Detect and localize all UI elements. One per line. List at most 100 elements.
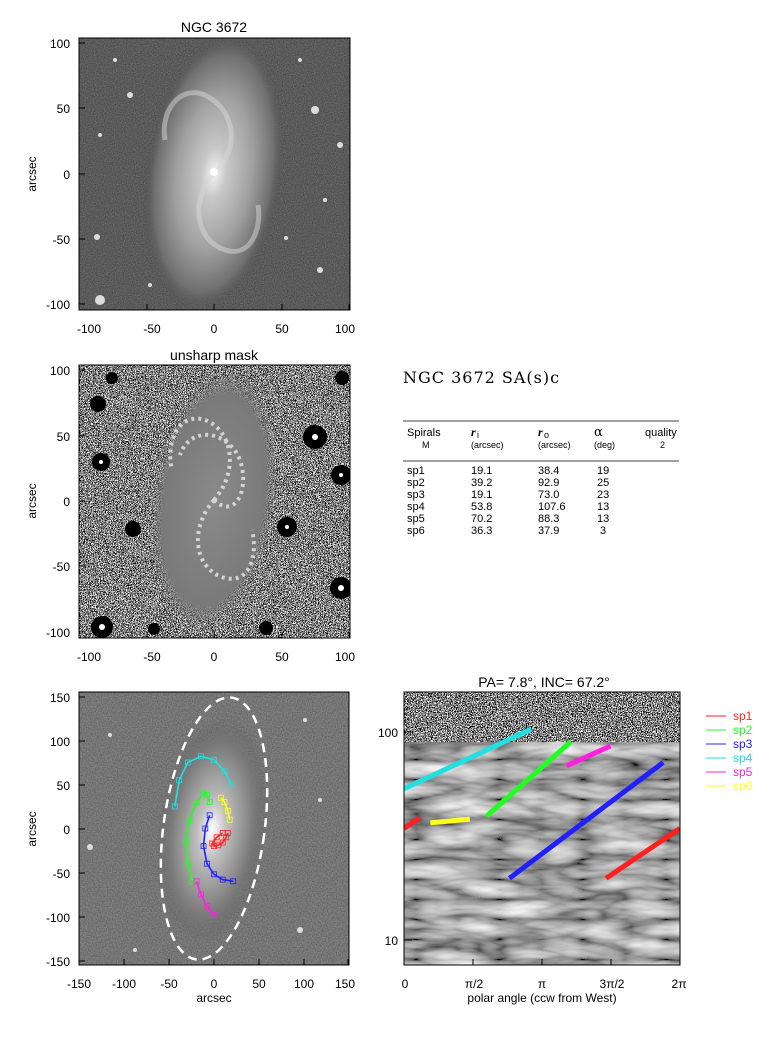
y-tick-label: -50	[53, 560, 71, 574]
header-ri: r	[471, 425, 476, 439]
row-name: sp2	[407, 477, 425, 489]
spiral-point-sp2	[183, 838, 190, 845]
row-ri: 36.3	[471, 525, 492, 537]
polar-line-sp3	[507, 760, 665, 881]
row-ro: 37.9	[538, 525, 559, 537]
deprojection-ellipse	[159, 696, 269, 961]
y-tick-label: 0	[63, 495, 70, 509]
spiral-point-sp3	[219, 876, 226, 883]
panel-galaxy-image: -100 -50 0 50 100 100 50 0 -50 -100 arcs…	[25, 19, 355, 336]
x-axis: -100 -50 0 50 100	[77, 304, 355, 336]
y-tick-label: 10	[385, 934, 399, 948]
row-alpha: 13	[597, 501, 609, 513]
spiral-point-sp3	[211, 871, 217, 878]
polar-line-sp2	[484, 739, 573, 819]
table-row: sp5 70.2 88.3 13	[407, 513, 609, 525]
row-ro: 88.3	[538, 513, 559, 525]
y-tick-label: 100	[378, 726, 398, 740]
panel-unsharp-mask: -100 -50 0 50 100 100 50 0 -50 -100 arcs…	[25, 347, 355, 664]
y-tick-label: -100	[46, 911, 70, 925]
x-tick-label: 0	[211, 650, 218, 664]
table-row: sp6 36.3 37.9 3	[407, 525, 606, 537]
galaxy-spiral-arm	[196, 171, 262, 254]
spiral-point-sp5	[198, 891, 204, 898]
y-tick-label: -50	[53, 867, 71, 881]
spiral-point-sp4	[184, 759, 191, 766]
x-tick-label: 100	[294, 977, 314, 991]
x-tick-label: 0	[211, 977, 218, 991]
y-tick-label: 150	[50, 691, 70, 705]
y-tick-label: -50	[53, 233, 71, 247]
table-body: sp1 19.1 38.4 19 sp2 39.2 92.9 25 sp3 19…	[407, 465, 609, 537]
y-axis: 150 100 50 0 -50 -100 -150 arcsec	[25, 691, 85, 969]
row-ro: 107.6	[538, 501, 566, 513]
spiral-point-sp2	[206, 799, 213, 805]
table-row: sp3 19.1 73.0 23	[407, 489, 609, 501]
y-axis: 100 10	[378, 726, 412, 948]
x-tick-label: 50	[275, 322, 289, 336]
polar-line-sp5	[565, 743, 612, 769]
spiral-point-sp1	[213, 834, 220, 841]
spiral-point-sp3	[200, 843, 207, 850]
y-tick-label: 100	[50, 735, 70, 749]
row-alpha: 25	[597, 477, 609, 489]
panel-title: unsharp mask	[170, 347, 259, 363]
x-tick-label: π	[538, 977, 546, 991]
spiral-point-sp2	[186, 816, 193, 823]
x-tick-label: 0	[211, 322, 218, 336]
x-tick-label: -100	[77, 650, 101, 664]
y-axis: 100 50 0 -50 -100 arcsec	[25, 364, 85, 640]
header-m: M	[422, 440, 430, 450]
panel-spiral-overlay: -150 -100 -50 0 50 100 150 arcsec 150 10…	[25, 691, 355, 1005]
overlay-stars	[87, 718, 322, 952]
spiral-point-sp2	[189, 878, 196, 885]
spiral-point-sp5	[211, 911, 217, 918]
row-alpha: 13	[597, 513, 609, 525]
spiral-point-sp4	[171, 803, 178, 810]
header-ro-unit: (arcsec)	[538, 440, 571, 450]
x-tick-label: -100	[112, 977, 136, 991]
x-tick-label: -50	[143, 650, 161, 664]
y-tick-label: 50	[57, 102, 71, 116]
y-tick-label: -100	[46, 626, 70, 640]
x-axis: 0 π/2 π 3π/2 2π polar angle (ccw from We…	[402, 959, 686, 1005]
legend-label-sp3: sp3	[733, 737, 753, 751]
row-ri: 39.2	[471, 477, 492, 489]
spiral-point-sp4	[211, 756, 217, 763]
header-quality: quality	[645, 427, 677, 439]
y-tick-label: 100	[50, 364, 70, 378]
y-tick-label: 0	[63, 823, 70, 837]
spiral-point-sp2	[184, 860, 191, 867]
spiral-point-sp2	[204, 792, 210, 798]
spiral-point-sp3	[230, 878, 237, 885]
x-tick-label: π/2	[465, 977, 484, 991]
legend-label-sp2: sp2	[733, 723, 753, 737]
table-row: sp2 39.2 92.9 25	[407, 477, 609, 489]
x-tick-label: -50	[160, 977, 178, 991]
y-tick-label: 50	[57, 779, 71, 793]
header-alpha-unit: (deg)	[594, 440, 615, 450]
foreground-stars	[94, 58, 343, 305]
row-name: sp3	[407, 489, 425, 501]
row-alpha: 19	[597, 465, 609, 477]
spiral-parameters-table: NGC 3672 SA(s)c Spirals M r i (arcsec) r…	[403, 368, 679, 537]
y-axis-label: arcsec	[25, 156, 39, 191]
y-tick-label: 100	[50, 37, 70, 51]
spiral-point-sp3	[206, 812, 213, 819]
spiral-point-sp2	[200, 790, 207, 797]
panel-polar-angle-plot: 0 π/2 π 3π/2 2π polar angle (ccw from We…	[378, 674, 687, 1005]
legend-label-sp1: sp1	[733, 709, 753, 723]
row-ri: 19.1	[471, 465, 492, 477]
table-row: sp4 53.8 107.6 13	[407, 501, 609, 513]
x-tick-label: 150	[335, 977, 355, 991]
x-tick-label: 50	[252, 977, 266, 991]
spiral-point-sp1	[215, 842, 222, 849]
row-name: sp1	[407, 465, 425, 477]
row-alpha: 3	[600, 525, 606, 537]
galaxy-nucleus	[210, 168, 218, 176]
unsharp-mask-arms	[168, 416, 256, 581]
polar-outer-noise	[404, 692, 680, 742]
spiral-point-sp3	[202, 825, 209, 832]
